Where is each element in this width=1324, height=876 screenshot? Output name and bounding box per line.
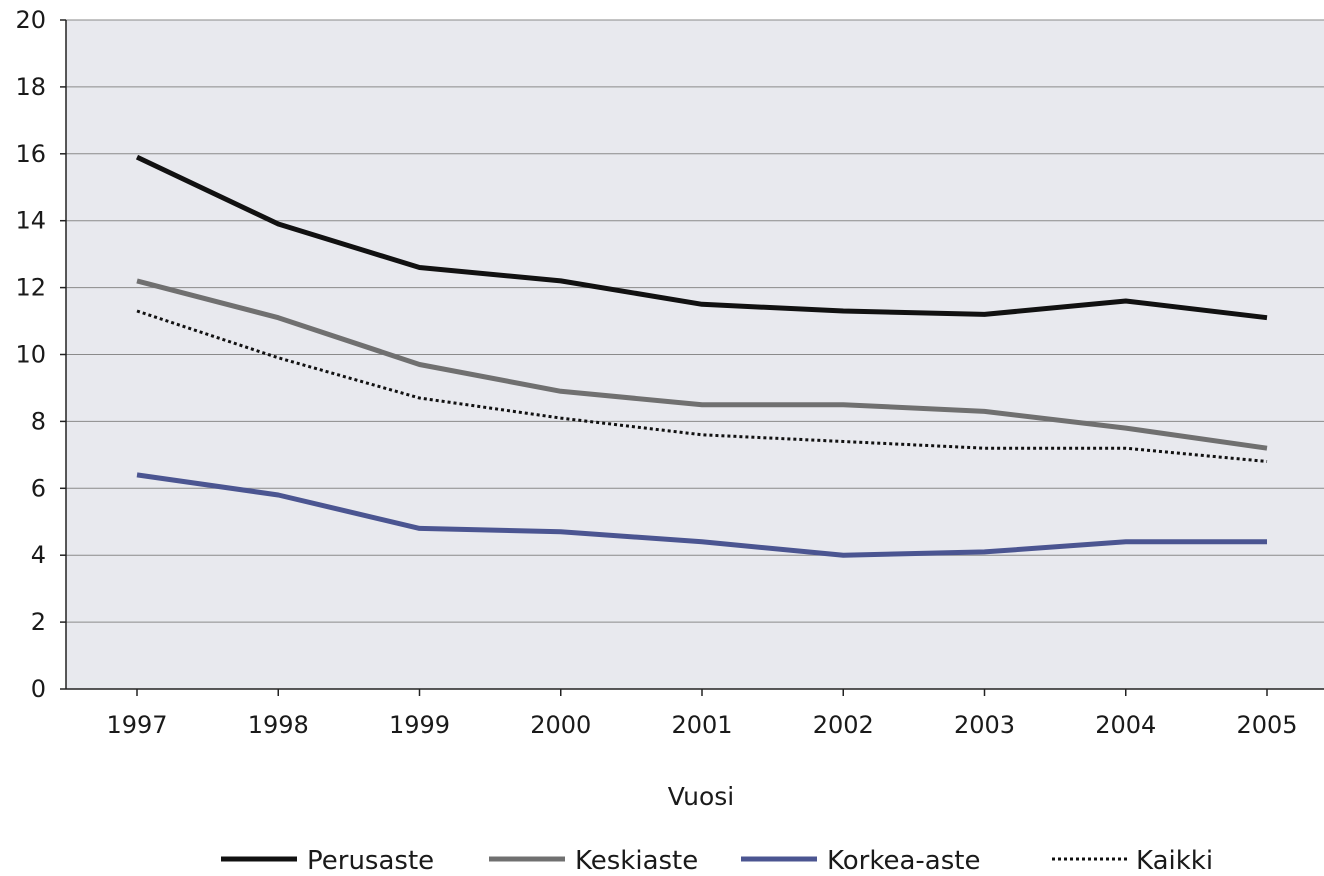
- legend-label: Kaikki: [1136, 846, 1213, 876]
- y-tick-label: 4: [31, 541, 46, 569]
- x-tick-label: 2003: [954, 711, 1015, 739]
- legend: Perusaste Keskiaste Korkea-aste Kaikki: [221, 846, 1213, 876]
- x-tick-label: 1998: [248, 711, 309, 739]
- y-tick-label: 20: [15, 6, 46, 34]
- x-axis-label: Vuosi: [668, 782, 735, 811]
- x-tick-label: 1997: [106, 711, 167, 739]
- x-tick-label: 2002: [813, 711, 874, 739]
- axes: [60, 19, 1324, 696]
- y-tick-label: 6: [31, 474, 46, 502]
- legend-label: Perusaste: [307, 846, 434, 876]
- series-layer: [135, 154, 1268, 558]
- x-tick-label: 2000: [530, 711, 591, 739]
- x-tick-labels: 1997 1998 1999 2000 2001 2002 2003 2004 2005: [106, 711, 1297, 739]
- y-tick-label: 14: [15, 207, 46, 235]
- gridlines: [66, 19, 1324, 623]
- x-tick-label: 2001: [671, 711, 732, 739]
- y-tick-label: 16: [15, 140, 46, 168]
- y-tick-label: 0: [31, 675, 46, 703]
- x-tick-label: 2005: [1236, 711, 1297, 739]
- x-tick-label: 1999: [389, 711, 450, 739]
- legend-item: Kaikki: [1052, 846, 1213, 876]
- legend-item: Korkea-aste: [741, 846, 980, 876]
- x-tick-label: 2004: [1095, 711, 1156, 739]
- y-tick-label: 18: [15, 73, 46, 101]
- y-tick-label: 2: [31, 608, 46, 636]
- y-tick-label: 12: [15, 274, 46, 302]
- y-tick-label: 10: [15, 341, 46, 369]
- legend-label: Korkea-aste: [827, 846, 980, 876]
- y-tick-label: 8: [31, 407, 46, 435]
- y-tick-labels: 0 2 4 6 8 10 12 14 16 18 20: [15, 6, 46, 703]
- legend-item: Keskiaste: [489, 846, 698, 876]
- legend-label: Keskiaste: [575, 846, 698, 876]
- legend-item: Perusaste: [221, 846, 434, 876]
